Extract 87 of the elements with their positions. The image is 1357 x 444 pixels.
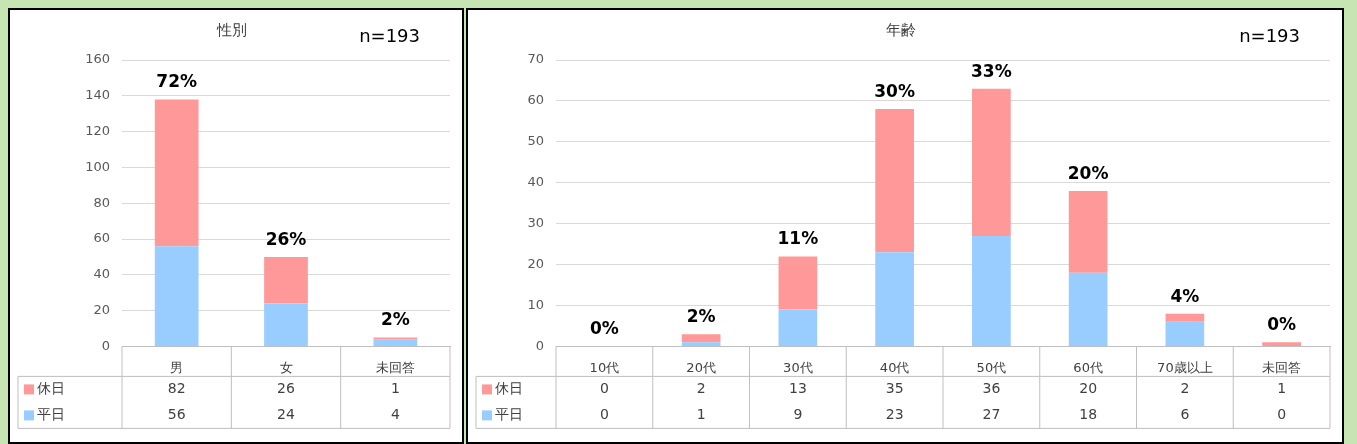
y-tick-label: 140 [85,87,110,103]
legend-label: 平日 [495,406,523,423]
y-tick-label: 160 [85,51,110,67]
annotation: 72% [156,71,198,92]
data-label: 18 [1079,406,1098,423]
y-tick-label: 70 [527,51,544,67]
bar [972,88,1011,236]
data-label: 35 [885,380,904,397]
annotation: 2% [380,309,410,330]
bar [1068,272,1108,346]
data-label: 24 [277,406,295,423]
data-label: 1 [390,380,400,397]
x-tick-label: 未回答 [1262,359,1302,375]
annotation: 2% [686,306,716,327]
legend-label: 休日 [495,380,523,397]
x-tick-label: 30代 [783,359,813,375]
y-tick-label: 50 [527,133,544,149]
x-tick-label: 10代 [589,359,620,375]
y-tick-label: 80 [93,194,110,210]
data-label: 1 [696,406,706,423]
bar [264,303,308,346]
bar [681,342,721,346]
y-tick-label: 60 [527,92,544,108]
y-tick-label: 0 [535,337,544,353]
annotation: 26% [265,228,307,249]
data-label: 26 [277,380,295,397]
bar [778,309,818,346]
y-tick-label: 40 [527,174,544,190]
data-label: 9 [793,406,803,423]
x-tick-label: 女 [279,359,293,375]
legend-label: 平日 [37,406,65,423]
bar [1165,313,1205,322]
x-tick-label: 70歳以上 [1157,359,1213,375]
data-label: 23 [885,406,904,423]
x-tick-label: 40代 [879,359,910,375]
data-label: 0 [1277,406,1287,423]
annotation: 0% [1267,314,1297,335]
y-tick-label: 0 [101,337,110,353]
bar [875,252,914,346]
bar [154,246,199,346]
x-tick-label: 未回答 [375,359,415,375]
bar [1165,321,1205,346]
annotation: 20% [1067,162,1109,183]
bar [154,99,199,247]
y-tick-label: 10 [527,296,544,312]
data-label: 13 [788,380,807,397]
data-label: 36 [982,380,1001,397]
annotation: 11% [777,228,819,249]
data-label: 2 [1180,380,1190,397]
text: n=193 [1239,24,1300,46]
data-label: 0 [599,406,609,423]
data-label: 20 [1079,380,1098,397]
bar [681,334,721,343]
data-label: 27 [982,406,1001,423]
annotation: 4% [1170,285,1200,306]
chart-title: 年齢 [886,20,916,39]
data-label: 4 [390,406,400,423]
y-tick-label: 30 [527,215,544,231]
x-tick-label: 50代 [976,359,1007,375]
annotation: 33% [971,60,1012,81]
text: n=193 [359,24,420,46]
data-label: 6 [1180,406,1190,423]
data-label: 2 [696,380,706,397]
data-label: 0 [599,380,609,397]
legend-label: 休日 [37,380,65,397]
bar [1068,190,1108,273]
y-tick-label: 40 [93,266,110,282]
data-label: 56 [167,406,186,423]
annotation: 0% [589,318,619,339]
y-tick-label: 20 [527,255,544,271]
bar [972,235,1011,346]
data-label: 1 [1277,380,1287,397]
bar [875,109,914,253]
x-tick-label: 男 [170,359,184,375]
data-label: 82 [167,380,186,397]
y-tick-label: 120 [85,122,110,138]
bar [373,339,418,346]
chart-title: 性別 [216,20,247,39]
y-tick-label: 60 [93,230,110,246]
y-tick-label: 20 [93,301,110,317]
y-tick-label: 100 [85,158,110,174]
bar [1262,342,1301,346]
annotation: 30% [874,81,915,102]
bar [778,256,818,310]
x-tick-label: 60代 [1073,359,1103,375]
x-tick-label: 20代 [686,359,716,375]
bar [264,256,308,304]
